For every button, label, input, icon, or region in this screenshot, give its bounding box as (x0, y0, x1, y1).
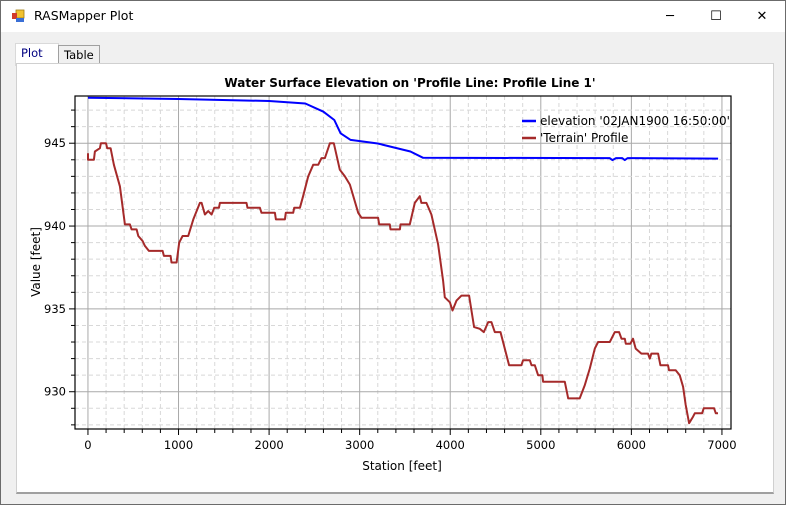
x-tick-label: 3000 (345, 438, 374, 452)
tab-table[interactable]: Table (58, 45, 100, 65)
chart-title: Water Surface Elevation on 'Profile Line… (224, 76, 595, 90)
x-tick-label: 0 (84, 438, 91, 452)
tab-strip: Plot Table (15, 43, 773, 66)
y-tick-label: 935 (44, 302, 66, 316)
legend-label-terrain: 'Terrain' Profile (540, 131, 628, 145)
x-tick-label: 6000 (617, 438, 646, 452)
x-tick-label: 7000 (707, 438, 736, 452)
x-tick-label: 2000 (254, 438, 283, 452)
close-button[interactable]: ✕ (756, 9, 768, 24)
window-title: RASMapper Plot (34, 8, 134, 23)
series-group (87, 96, 719, 425)
title-bar[interactable]: RASMapper Plot ─ ☐ ✕ (1, 1, 785, 32)
x-axis-label: Station [feet] (362, 459, 442, 473)
grid (75, 96, 731, 429)
x-tick-label: 1000 (164, 438, 193, 452)
plot-frame (74, 95, 732, 430)
terrain-profile-line (87, 142, 718, 425)
x-tick-label: 4000 (436, 438, 465, 452)
y-axis-label: Value [feet] (29, 227, 43, 297)
maximize-button[interactable]: ☐ (710, 9, 722, 24)
legend-label-elevation: elevation '02JAN1900 16:50:00' (540, 114, 730, 128)
y-tick-label: 945 (44, 136, 66, 150)
y-tick-label: 930 (44, 385, 66, 399)
rasmapper-app-icon (12, 9, 25, 22)
ticks: 0 1000 2000 3000 4000 5000 6000 7000 930 935 940 94… (44, 109, 737, 452)
minimize-button[interactable]: ─ (666, 9, 674, 24)
elevation-series-line (87, 96, 719, 162)
legend: elevation '02JAN1900 16:50:00' 'Terrain'… (522, 114, 730, 145)
x-tick-label: 5000 (526, 438, 555, 452)
y-tick-label: 940 (44, 219, 66, 233)
